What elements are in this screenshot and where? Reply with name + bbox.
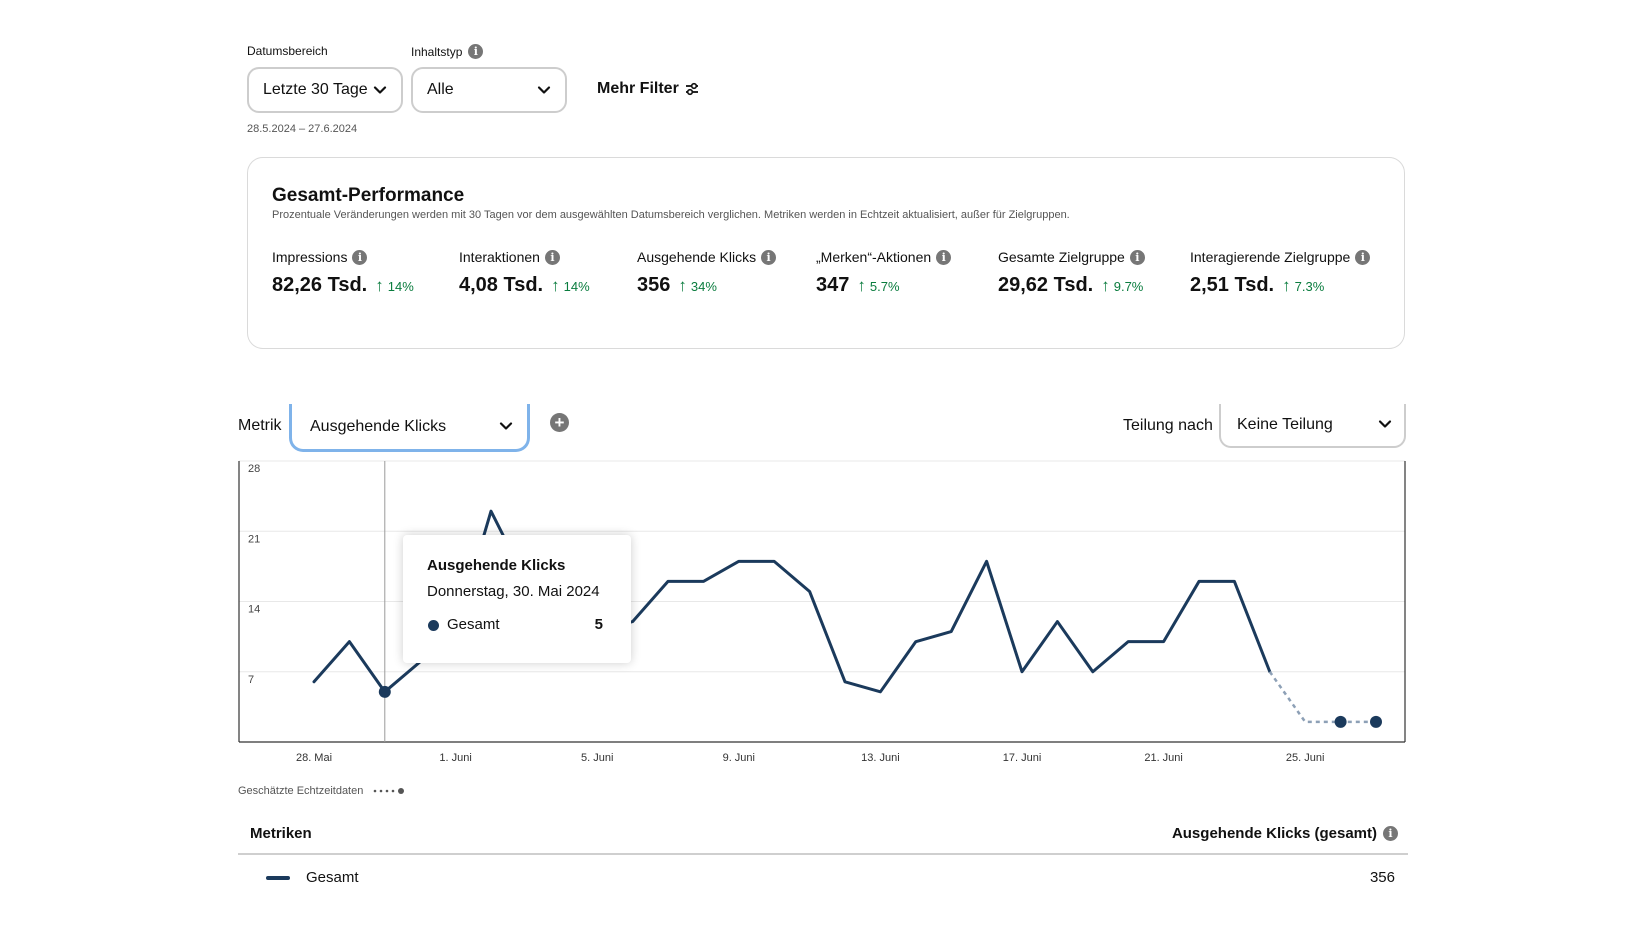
series-dot-icon xyxy=(428,620,439,631)
metric-label: Impressions xyxy=(272,249,348,265)
info-icon[interactable]: i xyxy=(1129,249,1145,265)
x-tick-label: 21. Juni xyxy=(1144,752,1183,764)
x-tick-label: 9. Juni xyxy=(723,752,755,764)
metric-impressions: Impressions i 82,26 Tsd. ↑ 14% xyxy=(272,249,414,297)
more-filters-button[interactable]: Mehr Filter xyxy=(597,80,699,98)
performance-subtitle: Prozentuale Veränderungen werden mit 30 … xyxy=(272,209,1070,221)
table-header-total: Ausgehende Klicks (gesamt) i xyxy=(1172,825,1398,842)
series-line-swatch xyxy=(266,876,290,880)
x-tick-label: 1. Juni xyxy=(439,752,471,764)
metric-value: 82,26 Tsd. xyxy=(272,274,368,296)
tooltip-series: Gesamt xyxy=(447,616,500,633)
dotted-line-icon xyxy=(374,788,405,794)
info-icon[interactable]: i xyxy=(468,44,484,59)
arrow-up-icon: ↑ xyxy=(375,276,384,295)
split-select-value: Keine Teilung xyxy=(1237,416,1333,433)
content-type-label: Inhaltstyp xyxy=(411,44,463,59)
arrow-up-icon: ↑ xyxy=(1101,276,1110,295)
split-select-label: Teilung nach xyxy=(1123,417,1213,434)
add-metric-plus-icon[interactable]: + xyxy=(550,413,569,432)
arrow-up-icon: ↑ xyxy=(551,276,560,295)
arrow-up-icon: ↑ xyxy=(1282,276,1291,295)
chevron-down-icon xyxy=(499,422,513,430)
date-range-label: Datumsbereich xyxy=(247,44,328,58)
arrow-up-icon: ↑ xyxy=(678,276,687,295)
tooltip-title: Ausgehende Klicks xyxy=(427,557,566,574)
metric-engagements: Interaktionen i 4,08 Tsd. ↑ 14% xyxy=(459,249,590,297)
metric-select[interactable]: Ausgehende Klicks xyxy=(289,404,530,452)
info-icon[interactable]: i xyxy=(1383,826,1398,841)
info-icon[interactable]: i xyxy=(936,249,952,265)
arrow-up-icon: ↑ xyxy=(857,276,866,295)
performance-title: Gesamt-Performance xyxy=(272,185,465,206)
content-type-label-wrap: Inhaltstyp i xyxy=(411,44,484,59)
overall-performance-card: Gesamt-Performance Prozentuale Veränderu… xyxy=(247,157,1405,349)
table-row-value: 356 xyxy=(1369,869,1395,886)
info-icon[interactable]: i xyxy=(544,249,560,265)
chevron-down-icon xyxy=(373,86,387,94)
date-range-value: Letzte 30 Tage xyxy=(263,81,368,98)
data-point-estimated xyxy=(1334,715,1347,728)
y-tick-label: 21 xyxy=(248,533,260,545)
x-tick-label: 5. Juni xyxy=(581,752,613,764)
metric-label: Ausgehende Klicks xyxy=(637,249,757,265)
metric-change: 14% xyxy=(563,279,590,294)
info-icon[interactable]: i xyxy=(1355,249,1371,265)
metric-change: 14% xyxy=(387,279,414,294)
metric-label: Gesamte Zielgruppe xyxy=(998,249,1125,265)
info-icon[interactable]: i xyxy=(761,249,777,265)
metric-saves: „Merken“-Aktionen i 347 ↑ 5.7% xyxy=(816,249,952,297)
content-type-value: Alle xyxy=(427,81,454,98)
y-tick-label: 7 xyxy=(248,674,254,686)
metric-value: 2,51 Tsd. xyxy=(1190,274,1275,296)
filter-sliders-icon xyxy=(685,82,698,96)
x-tick-label: 28. Mai xyxy=(296,752,332,764)
metric-value: 29,62 Tsd. xyxy=(998,274,1094,296)
content-type-select[interactable]: Alle xyxy=(411,67,567,113)
tooltip-date: Donnerstag, 30. Mai 2024 xyxy=(427,583,600,600)
metric-select-value: Ausgehende Klicks xyxy=(310,417,447,435)
data-point-highlighted xyxy=(378,685,391,698)
metric-label: Interagierende Zielgruppe xyxy=(1190,249,1351,265)
y-tick-label: 28 xyxy=(248,463,260,475)
info-icon[interactable]: i xyxy=(352,249,368,265)
metric-change: 5.7% xyxy=(869,279,900,294)
metric-value: 347 xyxy=(816,274,850,296)
x-tick-label: 13. Juni xyxy=(861,752,900,764)
data-point-estimated xyxy=(1370,715,1382,728)
metric-value: 356 xyxy=(637,274,671,296)
split-select[interactable]: Keine Teilung xyxy=(1219,404,1406,448)
metric-engaged-audience: Interagierende Zielgruppe i 2,51 Tsd. ↑ 7.3… xyxy=(1190,249,1371,297)
x-tick-label: 17. Juni xyxy=(1003,752,1042,764)
metric-label: Interaktionen xyxy=(459,249,540,265)
date-range-text: 28.5.2024 – 27.6.2024 xyxy=(247,123,358,135)
table-header-metrics: Metriken xyxy=(250,825,312,842)
chevron-down-icon xyxy=(1378,420,1392,428)
table-divider xyxy=(238,853,1408,855)
estimated-data-legend: Geschätzte Echtzeitdaten xyxy=(238,785,407,797)
table-header-total-label: Ausgehende Klicks (gesamt) xyxy=(1171,825,1377,842)
more-filters-label: Mehr Filter xyxy=(597,80,679,97)
metric-outbound-clicks: Ausgehende Klicks i 356 ↑ 34% xyxy=(637,249,777,297)
metric-total-audience: Gesamte Zielgruppe i 29,62 Tsd. ↑ 9.7% xyxy=(998,249,1145,297)
chevron-down-icon xyxy=(537,86,551,94)
metric-select-label: Metrik xyxy=(238,417,282,434)
y-tick-label: 14 xyxy=(248,604,260,616)
chart-tooltip: Ausgehende Klicks Donnerstag, 30. Mai 20… xyxy=(403,535,631,663)
estimated-data-label: Geschätzte Echtzeitdaten xyxy=(238,785,364,797)
table-row-label: Gesamt xyxy=(306,869,359,886)
metric-value: 4,08 Tsd. xyxy=(459,274,544,296)
metric-change: 7.3% xyxy=(1294,279,1325,294)
tooltip-value: 5 xyxy=(594,616,603,633)
x-tick-label: 25. Juni xyxy=(1286,752,1325,764)
date-range-select[interactable]: Letzte 30 Tage xyxy=(247,67,403,113)
metric-label: „Merken“-Aktionen xyxy=(816,249,932,265)
metric-change: 9.7% xyxy=(1113,279,1144,294)
metric-change: 34% xyxy=(690,279,717,294)
series-line-estimated xyxy=(1268,671,1376,724)
